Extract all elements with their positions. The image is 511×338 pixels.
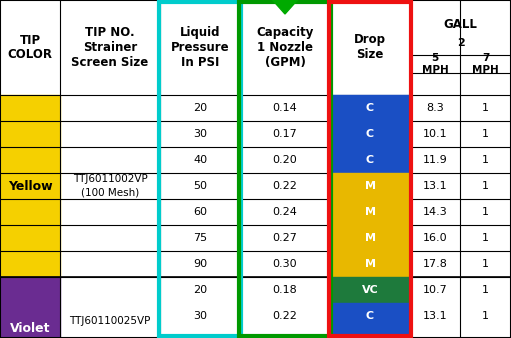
Text: 90: 90 xyxy=(193,259,207,269)
Text: 0.22: 0.22 xyxy=(272,311,297,321)
Bar xyxy=(0,95,60,277)
Text: 50: 50 xyxy=(193,181,207,191)
Text: TIP
COLOR: TIP COLOR xyxy=(8,33,53,62)
Text: 1: 1 xyxy=(482,103,489,113)
Text: 0.24: 0.24 xyxy=(272,207,297,217)
Text: 10.1: 10.1 xyxy=(423,129,447,139)
Text: 5
MPH: 5 MPH xyxy=(422,53,448,75)
Text: 2: 2 xyxy=(457,38,464,48)
Text: 1: 1 xyxy=(482,311,489,321)
Bar xyxy=(329,2,411,336)
Text: 60: 60 xyxy=(193,207,207,217)
Text: 0.30: 0.30 xyxy=(273,259,297,269)
Bar xyxy=(0,277,60,338)
Text: Capacity
1 Nozzle
(GPM): Capacity 1 Nozzle (GPM) xyxy=(257,26,314,69)
Text: 1: 1 xyxy=(482,181,489,191)
Text: 40: 40 xyxy=(193,337,207,338)
Text: 1: 1 xyxy=(482,285,489,295)
Bar xyxy=(330,251,410,277)
Bar xyxy=(330,147,410,173)
Text: 11.9: 11.9 xyxy=(423,155,447,165)
Text: VC: VC xyxy=(362,285,378,295)
Text: GALL: GALL xyxy=(444,19,477,31)
Text: 1: 1 xyxy=(482,207,489,217)
Text: Yellow: Yellow xyxy=(8,179,52,193)
Text: 14.3: 14.3 xyxy=(423,207,447,217)
Text: 8.3: 8.3 xyxy=(426,103,444,113)
Text: 14.9: 14.9 xyxy=(423,337,448,338)
Text: 0.22: 0.22 xyxy=(272,181,297,191)
Text: 17.8: 17.8 xyxy=(423,259,448,269)
Text: 13.1: 13.1 xyxy=(423,181,447,191)
Text: TTJ6011002VP
(100 Mesh): TTJ6011002VP (100 Mesh) xyxy=(73,174,147,198)
Bar xyxy=(330,95,410,121)
Text: 7
MPH: 7 MPH xyxy=(472,53,499,75)
Text: 0.14: 0.14 xyxy=(273,103,297,113)
Text: C: C xyxy=(366,337,374,338)
Text: 40: 40 xyxy=(193,155,207,165)
Text: 1: 1 xyxy=(482,155,489,165)
Text: C: C xyxy=(366,129,374,139)
Text: M: M xyxy=(364,181,376,191)
Text: 1: 1 xyxy=(482,129,489,139)
Text: TIP NO.
Strainer
Screen Size: TIP NO. Strainer Screen Size xyxy=(72,26,149,69)
Text: TTJ60110025VP: TTJ60110025VP xyxy=(69,316,151,326)
Text: 0.18: 0.18 xyxy=(273,285,297,295)
Text: 0.20: 0.20 xyxy=(273,155,297,165)
Text: 13.1: 13.1 xyxy=(423,311,447,321)
Text: M: M xyxy=(364,259,376,269)
Bar xyxy=(330,329,410,338)
Text: 20: 20 xyxy=(193,103,207,113)
Bar xyxy=(330,121,410,147)
Text: Liquid
Pressure
In PSI: Liquid Pressure In PSI xyxy=(171,26,229,69)
Text: 20: 20 xyxy=(193,285,207,295)
Text: 0.27: 0.27 xyxy=(272,233,297,243)
Bar xyxy=(330,173,410,199)
Bar xyxy=(239,2,331,336)
Text: Drop
Size: Drop Size xyxy=(354,33,386,62)
Text: 10.7: 10.7 xyxy=(423,285,447,295)
Text: M: M xyxy=(364,207,376,217)
Bar xyxy=(159,2,241,336)
Text: 0.17: 0.17 xyxy=(273,129,297,139)
Text: 16.0: 16.0 xyxy=(423,233,447,243)
Bar xyxy=(330,277,410,303)
Text: M: M xyxy=(364,233,376,243)
Text: 1: 1 xyxy=(482,337,489,338)
Bar xyxy=(330,225,410,251)
Bar xyxy=(330,303,410,329)
Text: 75: 75 xyxy=(193,233,207,243)
Text: C: C xyxy=(366,155,374,165)
Text: 1: 1 xyxy=(482,233,489,243)
Text: 30: 30 xyxy=(193,129,207,139)
FancyArrow shape xyxy=(269,0,301,14)
Text: 1: 1 xyxy=(482,259,489,269)
Text: C: C xyxy=(366,103,374,113)
Text: Violet: Violet xyxy=(10,322,50,336)
Bar xyxy=(330,199,410,225)
Text: 30: 30 xyxy=(193,311,207,321)
Text: C: C xyxy=(366,311,374,321)
Text: 0.25: 0.25 xyxy=(273,337,297,338)
